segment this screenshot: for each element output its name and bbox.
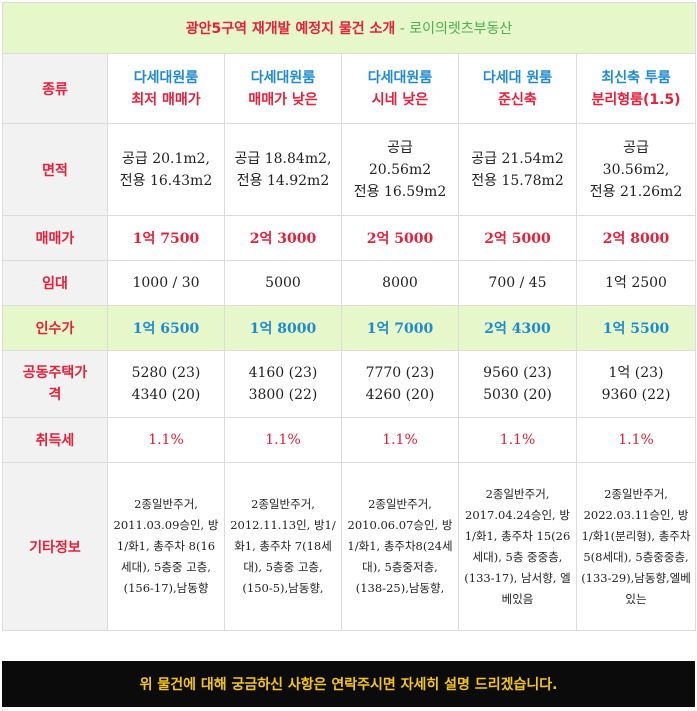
area-line: 전용 16.59m2	[353, 183, 447, 200]
public-price-line: 4260 (20)	[365, 387, 435, 403]
public-price-line: 4340 (20)	[131, 387, 201, 403]
public-price-cell: 9560 (23) 5030 (20)	[458, 350, 577, 418]
row-label-acquisition-tax: 취득세	[2, 417, 108, 463]
contact-banner: 위 물건에 대해 궁금하신 사항은 연락주시면 자세히 설명 드리겠습니다.	[2, 661, 695, 707]
area-line: 20.56m2	[368, 161, 432, 178]
price-row: 매매가 1억 7500 2억 3000 2억 5000 2억 5000 2억 8…	[2, 215, 697, 261]
info-value: 2종일반주거, 2011.03.09승인, 방1/화1, 총주차 8(16세대)…	[107, 462, 225, 631]
rent-value: 1000 / 30	[107, 260, 225, 306]
row-label-type: 종류	[2, 53, 108, 124]
area-line: 전용 21.26m2	[589, 183, 683, 200]
area-line: 전용 15.78m2	[471, 172, 564, 189]
rent-row: 임대 1000 / 30 5000 8000 700 / 45 1억 2500	[2, 260, 697, 306]
info-value: 2종일반주거, 2017.04.24승인, 방1/화1, 총주차 15(26세대…	[458, 462, 577, 631]
info-value: 2종일반주거, 2022.03.11승인, 방1/화1(분리형), 총주차5(8…	[575, 462, 697, 631]
info-value: 2종일반주거, 2010.06.07승인, 방1/화1, 총주차8(24세대),…	[341, 462, 459, 631]
type-line1: 다세대원룸	[250, 69, 316, 86]
takeover-value: 2억 4300	[458, 305, 577, 351]
acquisition-tax-value: 1.1%	[341, 417, 459, 463]
type-line2: 준신축	[498, 91, 537, 108]
area-line: 공급	[623, 139, 649, 156]
row-label-rent: 임대	[2, 260, 108, 306]
public-price-line: 3800 (22)	[248, 387, 318, 403]
price-value: 2억 5000	[341, 215, 459, 261]
price-value: 2억 5000	[458, 215, 577, 261]
public-price-cell: 7770 (23) 4260 (20)	[341, 350, 459, 418]
area-cell: 공급 20.1m2, 전용 16.43m2	[107, 123, 225, 216]
area-line: 공급 21.54m2	[471, 150, 564, 167]
type-line1: 다세대 원룸	[482, 69, 553, 86]
acquisition-tax-row: 취득세 1.1% 1.1% 1.1% 1.1% 1.1%	[2, 417, 697, 463]
takeover-value: 1억 6500	[107, 305, 225, 351]
public-price-line: 9560 (23)	[483, 365, 552, 381]
area-cell: 공급 21.54m2 전용 15.78m2	[458, 123, 577, 216]
public-price-cell: 4160 (23) 3800 (22)	[224, 350, 342, 418]
rent-value: 8000	[341, 260, 459, 306]
area-cell: 공급 18.84m2, 전용 14.92m2	[224, 123, 342, 216]
acquisition-tax-value: 1.1%	[458, 417, 577, 463]
row-label-area: 면적	[2, 123, 108, 216]
type-line2: 분리형룸(1.5)	[591, 91, 681, 108]
price-value: 2억 3000	[224, 215, 342, 261]
area-row: 면적 공급 20.1m2, 전용 16.43m2 공급 18.84m2, 전용 14…	[2, 123, 697, 216]
public-price-line: 5280 (23)	[131, 365, 201, 381]
rent-value: 700 / 45	[458, 260, 577, 306]
public-price-line: 4160 (23)	[248, 365, 318, 381]
takeover-value: 1억 8000	[224, 305, 342, 351]
price-value: 2억 8000	[575, 215, 697, 261]
title-row: 광안5구역 재개발 예정지 물건 소개 - 로이의렛츠부동산	[1, 2, 697, 54]
row-label-line: 격	[48, 387, 62, 403]
public-price-line: 7770 (23)	[365, 365, 435, 381]
area-line: 공급 18.84m2,	[234, 150, 332, 167]
contact-banner-text: 위 물건에 대해 궁금하신 사항은 연락주시면 자세히 설명 드리겠습니다.	[139, 677, 558, 693]
area-cell: 공급 30.56m2, 전용 21.26m2	[575, 123, 697, 216]
agency-name: 로이의렛츠부동산	[409, 21, 513, 37]
public-price-line: 1억 (23)	[608, 365, 664, 381]
public-price-cell: 1억 (23) 9360 (22)	[575, 350, 697, 418]
public-price-cell: 5280 (23) 4340 (20)	[107, 350, 225, 418]
area-line: 공급 20.1m2,	[121, 150, 210, 167]
acquisition-tax-value: 1.1%	[107, 417, 225, 463]
row-label-info: 기타정보	[2, 462, 108, 631]
public-price-line: 5030 (20)	[483, 387, 552, 403]
area-cell: 공급 20.56m2 전용 16.59m2	[341, 123, 459, 216]
info-value: 2종일반주거, 2012.11.13인, 방1/화1, 총주차 7(18세대),…	[224, 462, 342, 631]
info-row: 기타정보 2종일반주거, 2011.03.09승인, 방1/화1, 총주차 8(…	[2, 462, 697, 631]
area-line: 전용 14.92m2	[236, 172, 330, 189]
area-line: 전용 16.43m2	[119, 172, 213, 189]
acquisition-tax-value: 1.1%	[575, 417, 697, 463]
acquisition-tax-value: 1.1%	[224, 417, 342, 463]
row-label-line: 공동주택가	[22, 365, 88, 381]
type-line1: 다세대원룸	[133, 69, 199, 86]
rent-value: 5000	[224, 260, 342, 306]
area-line: 30.56m2,	[602, 161, 670, 178]
area-line: 공급	[387, 139, 413, 156]
table-title: 광안5구역 재개발 예정지 물건 소개 - 로이의렛츠부동산	[1, 2, 697, 54]
takeover-row: 인수가 1억 6500 1억 8000 1억 7000 2억 4300 1억 5…	[2, 305, 697, 351]
row-label-price: 매매가	[2, 215, 108, 261]
type-line2: 최저 매매가	[131, 91, 201, 108]
takeover-value: 1억 7000	[341, 305, 459, 351]
price-value: 1억 7500	[107, 215, 225, 261]
type-line2: 매매가 낮은	[248, 91, 318, 108]
title-text: 광안5구역 재개발 예정지 물건 소개	[185, 21, 396, 37]
takeover-value: 1억 5500	[575, 305, 697, 351]
type-line2: 시네 낮은	[371, 91, 429, 108]
type-line1: 다세대원룸	[367, 69, 433, 86]
title-separator: -	[395, 21, 410, 37]
type-line1: 최신축 투룸	[601, 69, 671, 86]
public-price-line: 9360 (22)	[601, 387, 671, 403]
row-label-takeover: 인수가	[2, 305, 108, 351]
rent-value: 1억 2500	[575, 260, 697, 306]
